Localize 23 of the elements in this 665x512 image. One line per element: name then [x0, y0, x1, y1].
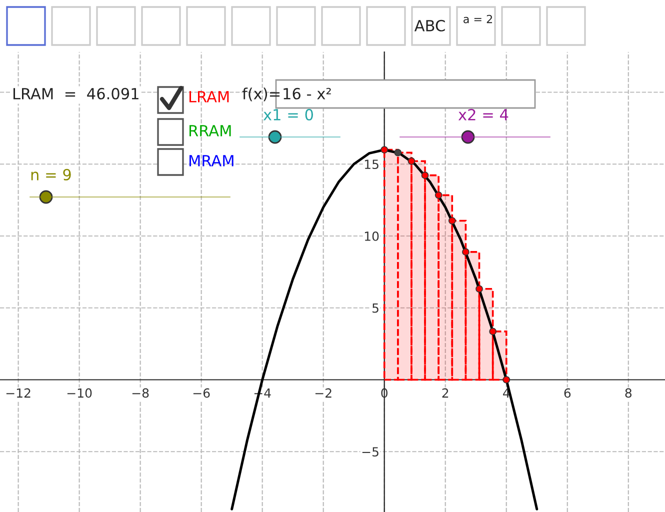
- annotation: MRAM: [190, 155, 234, 166]
- x-tick-label: −6: [193, 388, 210, 398]
- annotation: x2 = 4: [458, 108, 508, 120]
- y-tick-label: 15: [364, 160, 378, 170]
- y-tick-label: 5: [372, 304, 378, 313]
- y-tick-label: 10: [364, 231, 379, 241]
- x-tick-label: 2: [442, 388, 448, 398]
- x-tick-label: 6: [564, 388, 571, 398]
- text: a = 2: [464, 14, 492, 24]
- y-tick-label: −5: [362, 447, 378, 457]
- annotation: LRAM: [190, 91, 229, 102]
- x-tick-label: 8: [625, 388, 632, 398]
- x-tick-label: −12: [6, 388, 30, 398]
- x-tick-label: −10: [67, 388, 92, 398]
- annotation: f(x)=: [242, 88, 280, 102]
- x-tick-label: −2: [315, 388, 332, 398]
- annotation: RRAM: [190, 125, 231, 136]
- x-tick-label: −8: [132, 388, 149, 398]
- annotation: 16 - x²: [284, 88, 331, 100]
- annotation: n = 9: [31, 168, 71, 180]
- annotation: x1 = 0: [263, 108, 313, 120]
- annotation: LRAM = 46.091: [14, 88, 138, 100]
- text: ABC: [414, 20, 445, 32]
